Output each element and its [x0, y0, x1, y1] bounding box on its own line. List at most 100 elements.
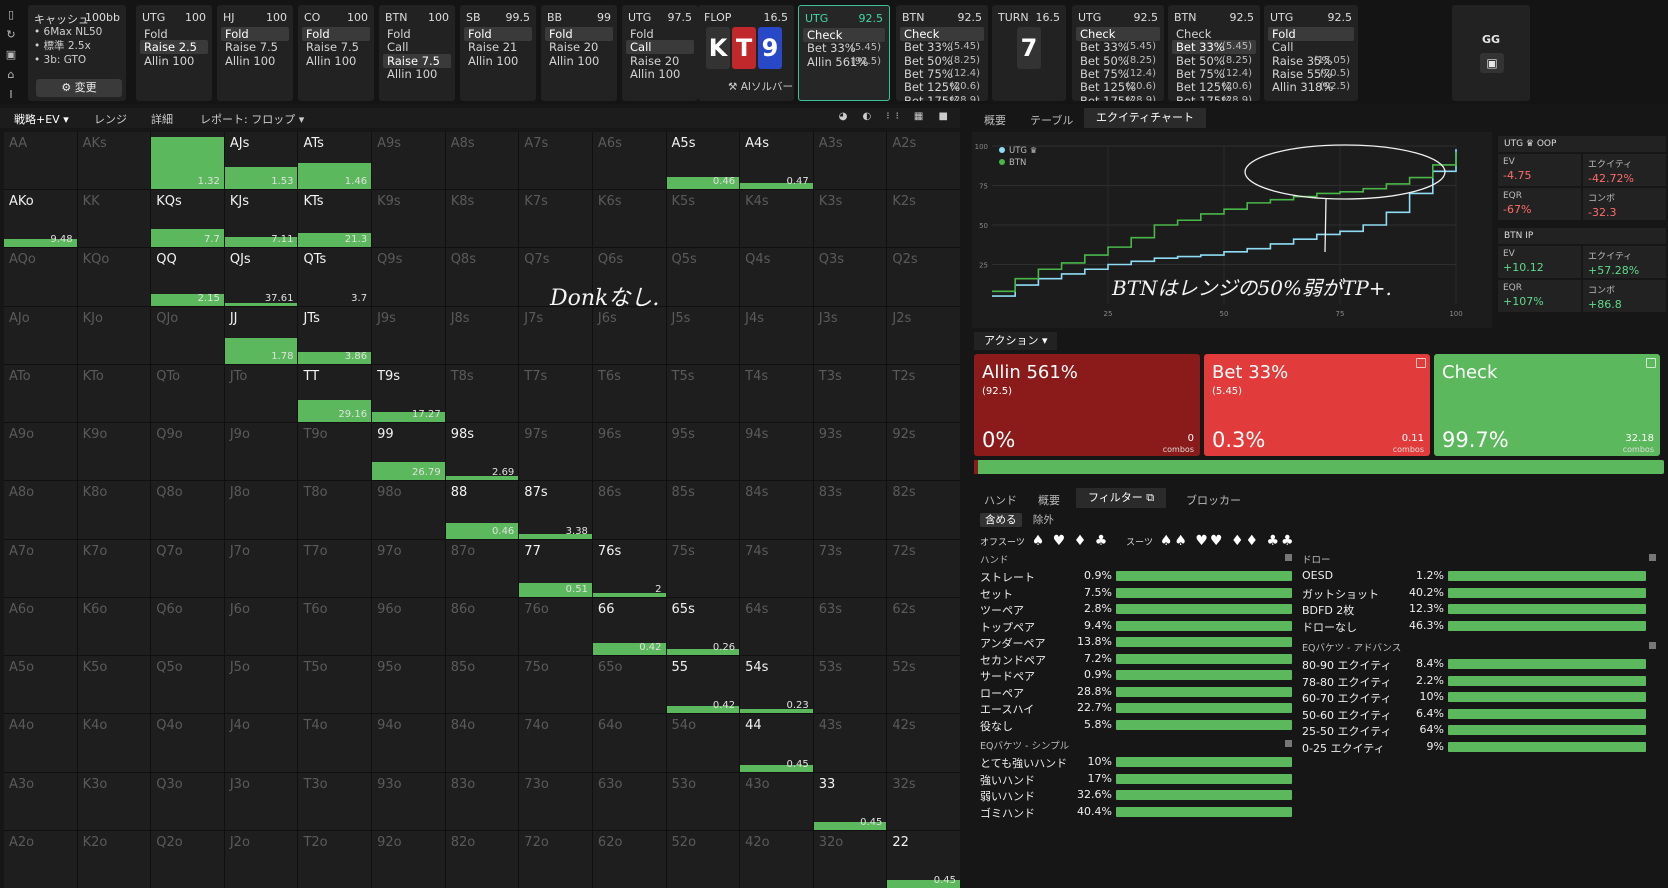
- hand-cell-32o[interactable]: 32o: [813, 830, 887, 888]
- hand-cell-q4o[interactable]: Q4o: [151, 714, 224, 772]
- hand-cell-99[interactable]: 99 26.79: [372, 423, 445, 481]
- action-option[interactable]: Raise 21: [464, 40, 532, 54]
- hand-cell-q2o[interactable]: Q2o: [151, 830, 224, 888]
- hand-cell-k4o[interactable]: K4o: [77, 714, 151, 772]
- tab-overview[interactable]: 概要: [984, 114, 1006, 127]
- hand-cell-a2s[interactable]: A2s: [887, 132, 960, 190]
- action-option[interactable]: Bet 33% (5.45): [1172, 40, 1256, 55]
- filter-row[interactable]: 役なし 5.8%: [980, 717, 1292, 734]
- action-option[interactable]: Bet 75% (12.4): [1172, 67, 1256, 81]
- exclude-button[interactable]: 除外: [1032, 514, 1054, 526]
- hand-cell-a2o[interactable]: A2o: [4, 830, 77, 888]
- filter-row[interactable]: 強いハンド 17%: [980, 771, 1292, 788]
- include-button[interactable]: 含める: [980, 513, 1022, 527]
- hand-cell-62o[interactable]: 62o: [592, 830, 666, 888]
- action-option[interactable]: Allin 100: [626, 67, 694, 81]
- filter-row[interactable]: 0-25 エクイティ 9%: [1302, 739, 1656, 756]
- action-option[interactable]: Bet 33% (5.45): [803, 41, 885, 55]
- hand-cell-j7o[interactable]: J7o: [224, 539, 298, 597]
- hand-cell-72o[interactable]: 72o: [519, 830, 592, 888]
- hand-cell-54s[interactable]: 54s 0.23: [740, 656, 813, 714]
- action-option[interactable]: Check: [1076, 27, 1160, 41]
- hand-cell-86o[interactable]: 86o: [445, 597, 519, 656]
- action-option[interactable]: Fold: [1268, 27, 1354, 41]
- action-option[interactable]: Bet 175% (28.9): [1076, 94, 1160, 102]
- hand-cell-92o[interactable]: 92o: [372, 830, 445, 888]
- hand-cell-66[interactable]: 66 0.42: [592, 597, 666, 656]
- hand-cell-q4s[interactable]: Q4s: [740, 248, 813, 306]
- hand-cell-44[interactable]: 44 0.45: [740, 714, 813, 772]
- action-option[interactable]: Raise 7.5: [221, 40, 289, 54]
- hand-cell-52o[interactable]: 52o: [666, 830, 740, 888]
- hand-cell-74o[interactable]: 74o: [519, 714, 592, 772]
- hand-cell-t9o[interactable]: T9o: [298, 423, 372, 481]
- hand-cell-74s[interactable]: 74s: [740, 539, 813, 597]
- hand-cell-tt[interactable]: TT 29.16: [298, 364, 372, 423]
- filter-row[interactable]: OESD 1.2%: [1302, 568, 1656, 585]
- hand-cell-96s[interactable]: 96s: [592, 423, 666, 481]
- action-option[interactable]: Bet 50% (8.25): [1172, 54, 1256, 68]
- board-card[interactable]: 9: [758, 27, 782, 69]
- hand-cell-82o[interactable]: 82o: [445, 830, 519, 888]
- save-icon[interactable]: ▣: [5, 48, 17, 61]
- action-option[interactable]: Allin 100: [140, 54, 208, 68]
- filter-row[interactable]: 弱いハンド 32.6%: [980, 787, 1292, 804]
- hand-cell-83o[interactable]: 83o: [445, 772, 519, 830]
- action-option[interactable]: Raise 2.5: [140, 40, 208, 55]
- hand-cell-82s[interactable]: 82s: [887, 481, 960, 539]
- hand-cell-a7o[interactable]: A7o: [4, 539, 77, 597]
- filter-row[interactable]: 50-60 エクイティ 6.4%: [1302, 706, 1656, 723]
- action-option[interactable]: Call: [1268, 40, 1354, 54]
- action-option[interactable]: Fold: [302, 27, 370, 41]
- hand-cell-k4s[interactable]: K4s: [740, 190, 813, 248]
- hand-cell-jts[interactable]: JTs 3.86: [298, 306, 372, 364]
- hand-cell-qjs[interactable]: QJs 37.61: [224, 248, 298, 306]
- hand-cell-k2o[interactable]: K2o: [77, 830, 151, 888]
- filter-row[interactable]: エースハイ 22.7%: [980, 700, 1292, 717]
- hand-cell-75o[interactable]: 75o: [519, 656, 592, 714]
- hand-cell-k2s[interactable]: K2s: [887, 190, 960, 248]
- hand-cell-93s[interactable]: 93s: [813, 423, 887, 481]
- hand-cell-84s[interactable]: 84s: [740, 481, 813, 539]
- hand-cell-k9s[interactable]: K9s: [372, 190, 445, 248]
- suited-suit-icons[interactable]: ♠♠ ♥♥ ♦♦ ♣♣: [1159, 533, 1296, 549]
- hand-cell-k7o[interactable]: K7o: [77, 539, 151, 597]
- hand-cell-32s[interactable]: 32s: [887, 772, 960, 830]
- hand-cell-a8s[interactable]: A8s: [445, 132, 519, 190]
- hand-cell-j6s[interactable]: J6s: [592, 306, 666, 364]
- hand-cell-62s[interactable]: 62s: [887, 597, 960, 656]
- filter-row[interactable]: 80-90 エクイティ 8.4%: [1302, 656, 1656, 673]
- hand-cell-a4s[interactable]: A4s 0.47: [740, 132, 813, 190]
- action-option[interactable]: Fold: [545, 27, 613, 41]
- filter-row[interactable]: 25-50 エクイティ 64%: [1302, 722, 1656, 739]
- hand-cell-94o[interactable]: 94o: [372, 714, 445, 772]
- action-option[interactable]: Call: [383, 40, 451, 54]
- hand-cell-ajs[interactable]: AJs 1.53: [224, 132, 298, 190]
- tab-report-flop[interactable]: レポート: フロップ ▾: [200, 113, 305, 126]
- hand-cell-t4o[interactable]: T4o: [298, 714, 372, 772]
- hand-cell-96o[interactable]: 96o: [372, 597, 445, 656]
- hand-cell-a7s[interactable]: A7s: [519, 132, 592, 190]
- hand-cell-97o[interactable]: 97o: [372, 539, 445, 597]
- hand-cell-q3s[interactable]: Q3s: [813, 248, 887, 306]
- tab-blocker[interactable]: ブロッカー: [1186, 494, 1241, 507]
- tab-details[interactable]: 詳細: [151, 113, 173, 126]
- hand-cell-kqs[interactable]: KQs 7.7: [151, 190, 224, 248]
- expand-icon[interactable]: [1416, 358, 1426, 368]
- hand-cell-kts[interactable]: KTs 21.3: [298, 190, 372, 248]
- hand-cell-ako[interactable]: AKo 9.48: [4, 190, 77, 248]
- ai-solver-button[interactable]: ⚒ AIソルバー: [728, 81, 794, 93]
- hand-cell-98s[interactable]: 98s 2.69: [445, 423, 519, 481]
- hand-cell-53o[interactable]: 53o: [666, 772, 740, 830]
- hand-cell-64s[interactable]: 64s: [740, 597, 813, 656]
- action-option[interactable]: Bet 75% (12.4): [1076, 67, 1160, 81]
- hand-cell-j4o[interactable]: J4o: [224, 714, 298, 772]
- hand-cell-j9o[interactable]: J9o: [224, 423, 298, 481]
- action-option[interactable]: Bet 50% (8.25): [900, 54, 984, 68]
- filter-row[interactable]: ツーペア 2.8%: [980, 601, 1292, 618]
- action-option[interactable]: Bet 33% (5.45): [900, 40, 984, 54]
- collapse-icon[interactable]: [1649, 554, 1656, 561]
- expand-icon[interactable]: [1646, 358, 1656, 368]
- hand-cell-33[interactable]: 33 0.45: [813, 772, 887, 830]
- action-option[interactable]: Fold: [464, 27, 532, 41]
